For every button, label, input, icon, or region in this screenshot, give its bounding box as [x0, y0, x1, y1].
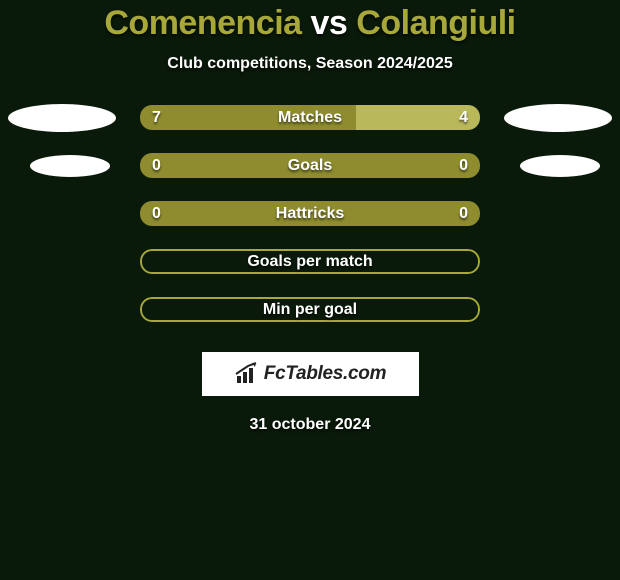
stat-row: Goals per match: [0, 249, 620, 274]
stat-right-value: 0: [459, 205, 468, 223]
comparison-infographic: Comenencia vs Colangiuli Club competitio…: [0, 0, 620, 434]
right-oval: [520, 155, 600, 177]
stat-bar: Goals per match: [140, 249, 480, 274]
stat-right-value: 0: [459, 157, 468, 175]
stat-bar: Matches 7 4: [140, 105, 480, 130]
stat-left-value: 7: [152, 109, 161, 127]
date-text: 31 october 2024: [0, 416, 620, 434]
page-title: Comenencia vs Colangiuli: [0, 4, 620, 43]
player-right-name: Colangiuli: [356, 4, 515, 42]
title-vs: vs: [311, 4, 348, 42]
stat-label: Goals per match: [247, 253, 372, 271]
right-oval: [504, 104, 612, 132]
stat-label: Min per goal: [263, 301, 357, 319]
stat-rows: Matches 7 4 Goals 0 0 Hattricks 0 0 Goals per mat…: [0, 105, 620, 322]
fctables-logo: FcTables.com: [202, 352, 419, 396]
stat-left-value: 0: [152, 157, 161, 175]
stat-row: Matches 7 4: [0, 105, 620, 130]
stat-right-value: 4: [459, 109, 468, 127]
left-oval: [8, 104, 116, 132]
subtitle: Club competitions, Season 2024/2025: [0, 55, 620, 73]
stat-label: Matches: [278, 109, 342, 127]
bar-chart-icon: [234, 362, 260, 386]
bar-right-segment: [310, 153, 480, 178]
stat-bar: Goals 0 0: [140, 153, 480, 178]
stat-row: Goals 0 0: [0, 153, 620, 178]
stat-row: Hattricks 0 0: [0, 201, 620, 226]
player-left-name: Comenencia: [104, 4, 301, 42]
stat-bar: Min per goal: [140, 297, 480, 322]
stat-label: Hattricks: [276, 205, 344, 223]
stat-left-value: 0: [152, 205, 161, 223]
stat-label: Goals: [288, 157, 332, 175]
logo-text: FcTables.com: [264, 363, 386, 385]
left-oval: [30, 155, 110, 177]
stat-bar: Hattricks 0 0: [140, 201, 480, 226]
bar-left-segment: [140, 153, 310, 178]
stat-row: Min per goal: [0, 297, 620, 322]
